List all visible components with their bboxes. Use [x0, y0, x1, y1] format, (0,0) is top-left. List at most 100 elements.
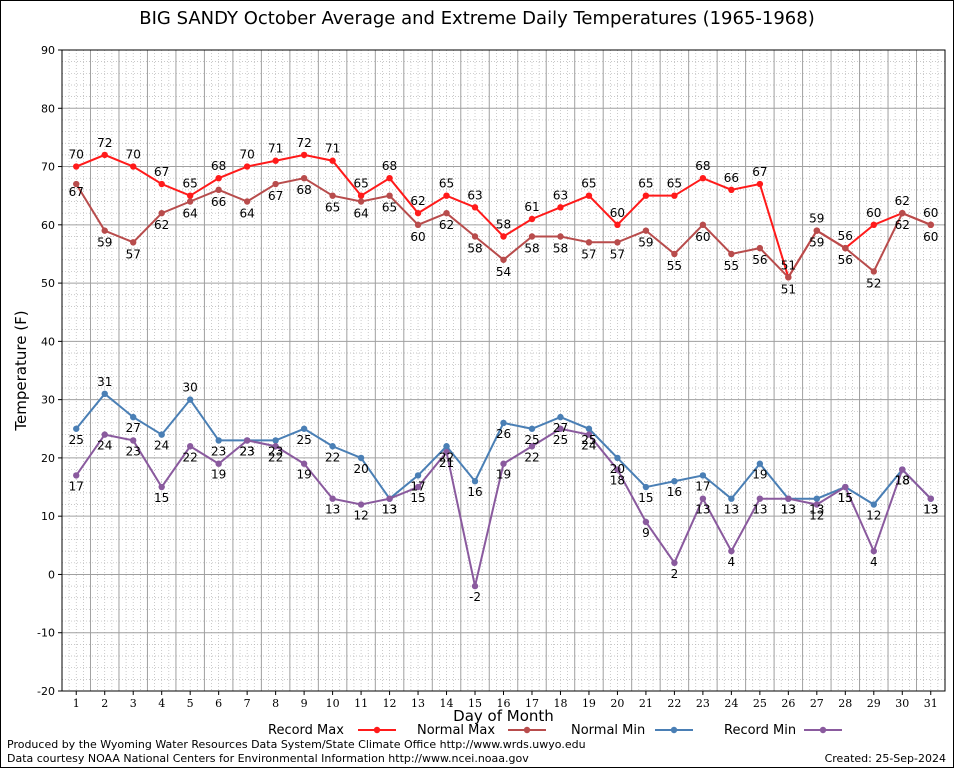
record-min-data-label: 15 [838, 491, 853, 505]
normal-min-data-label: 13 [809, 503, 824, 517]
y-tick-label: 70 [41, 161, 55, 174]
record-min-point [357, 501, 365, 508]
normal-min-point [642, 483, 650, 491]
x-tick-label: 4 [158, 697, 165, 710]
record-min-point [927, 495, 934, 502]
normal-min-data-label: 15 [638, 491, 653, 505]
record-max-data-label: 67 [752, 165, 767, 179]
record-max-data-label: 61 [524, 200, 539, 214]
record-max-point [528, 215, 536, 223]
x-tick-label: 17 [525, 697, 539, 710]
record-max-data-label: 59 [809, 212, 824, 226]
record-min-point [130, 437, 137, 444]
record-max-data-label: 65 [353, 177, 368, 191]
normal-min-data-label: 12 [866, 509, 881, 523]
normal-max-data-label: 64 [183, 207, 198, 221]
normal-min-data-label: 30 [183, 381, 198, 395]
normal-min-data-label: 17 [695, 479, 710, 493]
record-min-point [243, 437, 251, 444]
record-max-point [557, 204, 564, 211]
normal-max-data-label: 56 [838, 253, 853, 267]
normal-min-point [671, 478, 678, 485]
x-tick-label: 20 [610, 697, 624, 710]
normal-max-point [386, 192, 393, 199]
normal-max-data-label: 62 [154, 218, 169, 232]
record-max-data-label: 68 [382, 159, 397, 173]
record-min-data-label: 12 [353, 509, 368, 523]
record-min-data-label: 19 [211, 468, 226, 482]
normal-min-data-label: 25 [524, 433, 539, 447]
normal-min-point [186, 396, 194, 403]
x-tick-label: 24 [724, 697, 738, 710]
record-min-data-label: 19 [296, 468, 311, 482]
y-tick-label: 40 [41, 335, 55, 348]
normal-min-point [728, 495, 735, 502]
normal-min-data-label: 26 [496, 427, 511, 441]
normal-max-point [585, 239, 593, 246]
record-min-point [101, 431, 108, 438]
normal-min-data-label: 23 [268, 444, 283, 458]
record-min-point [728, 547, 735, 555]
normal-max-data-label: 57 [581, 247, 596, 261]
record-max-point [73, 163, 80, 170]
normal-min-data-label: 13 [923, 503, 938, 517]
normal-min-point [528, 425, 536, 432]
normal-max-point [614, 239, 621, 246]
normal-max-data-label: 66 [211, 195, 226, 209]
record-max-point [728, 186, 735, 194]
y-tick-label: 10 [41, 510, 55, 523]
x-tick-label: 3 [130, 697, 137, 710]
normal-max-point [357, 198, 365, 205]
x-tick-label: 28 [838, 697, 852, 710]
record-max-point [243, 163, 251, 170]
x-tick-label: 6 [215, 697, 222, 710]
normal-max-point [443, 209, 450, 217]
record-max-data-label: 60 [923, 206, 938, 220]
record-max-data-label: 65 [667, 177, 682, 191]
record-max-data-label: 70 [126, 148, 141, 162]
record-min-data-label: 24 [97, 439, 112, 453]
x-tick-label: 14 [440, 697, 454, 710]
y-axis-label: Temperature (F) [12, 310, 30, 431]
record-min-point [899, 466, 906, 473]
record-max-point [699, 175, 707, 182]
x-tick-label: 12 [383, 697, 397, 710]
normal-max-data-label: 65 [382, 201, 397, 215]
x-tick-label: 13 [411, 697, 425, 710]
x-axis-label: Day of Month [453, 707, 554, 725]
legend-label-record-min: Record Min [724, 723, 796, 738]
record-min-data-label: 21 [439, 456, 454, 470]
record-max-point [357, 192, 365, 199]
x-tick-label: 2 [101, 697, 108, 710]
normal-max-data-label: 59 [97, 236, 112, 250]
record-max-data-label: 68 [211, 159, 226, 173]
x-tick-label: 31 [924, 697, 938, 710]
normal-min-data-label: 20 [353, 462, 368, 476]
normal-max-data-label: 67 [268, 189, 283, 203]
x-tick-label: 22 [667, 697, 681, 710]
normal-min-point [357, 454, 365, 462]
x-tick-label: 19 [582, 697, 596, 710]
record-min-data-label: 15 [154, 491, 169, 505]
x-tick-label: 16 [497, 697, 511, 710]
record-max-data-label: 67 [154, 165, 169, 179]
y-tick-label: 60 [41, 219, 55, 232]
normal-min-data-label: 17 [410, 479, 425, 493]
record-max-data-label: 65 [183, 177, 198, 191]
footer-created: Created: 25-Sep-2024 [824, 752, 946, 765]
normal-min-point [73, 425, 80, 432]
record-min-point [272, 443, 279, 450]
normal-min-point [870, 501, 877, 508]
normal-min-point [557, 413, 564, 421]
normal-max-point [471, 233, 479, 240]
normal-min-point [158, 431, 165, 438]
normal-min-data-label: 23 [240, 444, 255, 458]
record-min-point [671, 559, 678, 566]
normal-min-data-label: 22 [325, 450, 340, 464]
normal-min-point [614, 454, 621, 462]
record-max-data-label: 58 [496, 217, 511, 231]
normal-max-point [671, 250, 678, 258]
legend-label-normal-min: Normal Min [571, 723, 645, 738]
normal-min-data-label: 20 [610, 462, 625, 476]
normal-min-point [500, 419, 507, 427]
